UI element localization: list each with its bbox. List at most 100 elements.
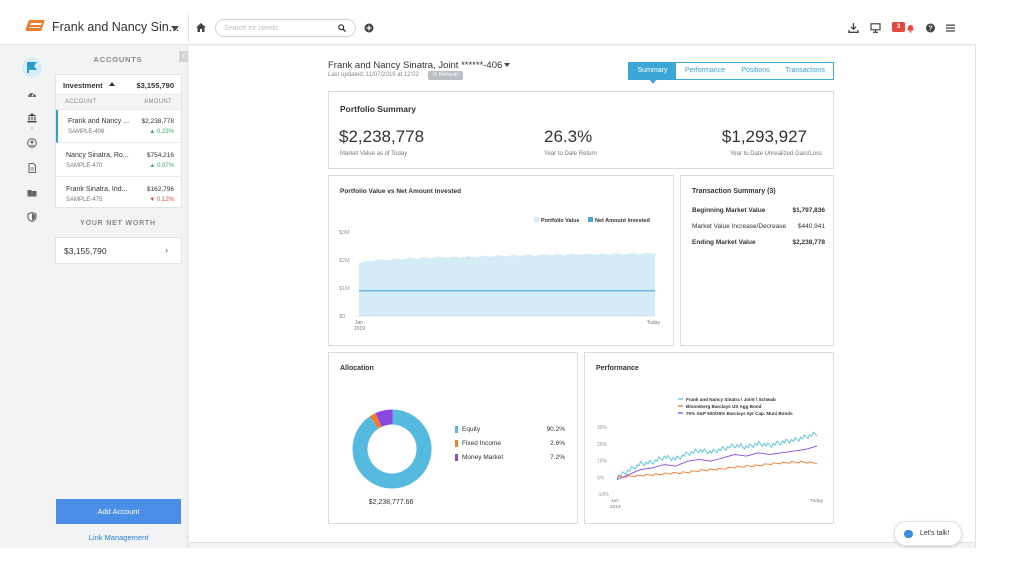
ts-value: $2,238,778 — [792, 239, 825, 246]
caret-down-icon[interactable] — [171, 26, 179, 31]
account-row[interactable]: Frank and Nancy ... SAMPLE-406 $2,238,77… — [56, 110, 181, 143]
shield-icon[interactable] — [27, 212, 37, 222]
ytd-return-label: Year to Date Return — [544, 151, 597, 157]
y-tick-label: 0% — [597, 475, 605, 481]
collapse-panel-button[interactable]: ‹ — [179, 51, 188, 62]
chevron-right-icon: › — [165, 245, 168, 255]
legend-swatch — [534, 217, 539, 222]
dashboard-icon[interactable] — [27, 89, 37, 99]
folder-icon[interactable] — [27, 188, 37, 198]
link-management-link[interactable]: Link Management — [88, 533, 149, 542]
account-name: Frank Sinatra, Ind... — [66, 186, 128, 193]
account-change: ▼ 0.12% — [149, 197, 174, 203]
ts-label: Market Value Increase/Decrease — [692, 223, 787, 230]
y-tick-label: 30% — [597, 425, 608, 431]
help-icon[interactable]: ? — [925, 23, 936, 33]
networth-card[interactable]: $3,155,790 › — [55, 237, 182, 264]
series-area-portfolio-value — [359, 252, 655, 316]
legend-label: Equity — [462, 426, 481, 433]
ts-label: Beginning Market Value — [692, 207, 766, 214]
portfolio-summary-title: Portfolio Summary — [340, 104, 417, 114]
performance-chart: -10% 0% 10% 20% 30% Frank and Nancy Sinatra \… — [597, 397, 824, 510]
caret-up-icon — [109, 82, 115, 86]
account-row[interactable]: Nancy Sinatra, Ro... SAMPLE-470 $754,216… — [56, 144, 181, 177]
chat-widget-button[interactable]: Let's talk! — [894, 521, 962, 546]
legend-pct: 2.6% — [550, 440, 565, 447]
tab-positions[interactable]: Positions — [741, 67, 770, 74]
account-title[interactable]: Frank and Nancy Sinatra, Joint ******-40… — [328, 60, 503, 71]
investment-group-toggle[interactable]: Investment $3,155,790 — [56, 75, 181, 94]
transaction-summary-title: Transaction Summary (3) — [692, 188, 776, 195]
client-search[interactable] — [215, 19, 356, 37]
client-selector[interactable]: Frank and Nancy Sin... — [52, 20, 180, 34]
download-icon[interactable] — [848, 23, 859, 33]
user-icon[interactable] — [27, 138, 37, 148]
monitor-icon[interactable] — [870, 23, 881, 33]
account-amount: $2,238,778 — [141, 118, 174, 125]
flag-icon[interactable] — [26, 61, 38, 73]
allocation-legend-item: Equity 90.2% — [455, 425, 565, 435]
x-tick-label: 2019 — [610, 504, 621, 510]
account-change: ▲ 0.23% — [149, 129, 174, 135]
investment-label: Investment — [63, 81, 103, 90]
y-tick-label: 10% — [597, 459, 608, 465]
search-icon[interactable] — [338, 24, 346, 32]
document-icon[interactable] — [27, 163, 37, 173]
ytd-return: 26.3% — [544, 127, 593, 146]
legend-label: Net Amount Invested — [595, 218, 650, 224]
legend-swatch — [588, 217, 593, 222]
y-tick-label: $1M — [339, 286, 350, 292]
y-tick-label: 20% — [597, 442, 608, 448]
legend-swatch — [455, 426, 458, 433]
tab-transactions[interactable]: Transactions — [785, 67, 825, 74]
x-tick-label: Today — [647, 320, 661, 326]
home-icon[interactable] — [196, 23, 206, 32]
app-logo[interactable] — [25, 20, 45, 31]
accounts-column-header: ACCOUNT AMOUNT — [56, 94, 181, 110]
ts-value: $440,941 — [797, 223, 825, 230]
nav-rail — [0, 46, 48, 548]
tab-summary[interactable]: Summary — [629, 63, 676, 84]
menu-icon[interactable] — [945, 23, 956, 33]
chat-bubble-icon — [904, 530, 913, 538]
account-number: SAMPLE-406 — [68, 129, 105, 135]
status-dot — [31, 127, 33, 129]
add-circle-icon[interactable] — [364, 23, 374, 33]
allocation-legend-item: Fixed Income 2.6% — [455, 439, 565, 449]
bank-icon[interactable] — [27, 113, 37, 123]
legend-label: Bloomberg Barclays US Agg Bond — [686, 404, 762, 409]
caret-down-icon[interactable] — [504, 63, 510, 67]
legend-pct: 90.2% — [546, 426, 565, 433]
donut-slice — [369, 413, 382, 429]
col-account: ACCOUNT — [65, 99, 97, 105]
legend-pct: 7.2% — [550, 454, 565, 461]
notification-badge[interactable]: 3 — [892, 22, 905, 32]
investment-total: $3,155,790 — [136, 81, 174, 90]
svg-text:?: ? — [928, 26, 932, 33]
series-line — [616, 431, 818, 480]
allocation-donut — [352, 409, 432, 489]
account-number: SAMPLE-470 — [66, 163, 103, 169]
tab-performance[interactable]: Performance — [684, 67, 726, 74]
view-tabs: Summary Performance Positions Transactio… — [628, 62, 834, 84]
ts-label: Ending Market Value — [692, 239, 756, 246]
networth-heading: YOUR NET WORTH — [80, 220, 156, 227]
y-tick-label: -10% — [597, 492, 609, 498]
divider — [188, 14, 189, 42]
add-account-button[interactable]: Add Account — [56, 499, 181, 524]
top-bar: Frank and Nancy Sin... 3 ? — [0, 0, 976, 45]
refresh-button[interactable]: ⟳ Refresh — [428, 71, 463, 80]
main-footer-strip — [189, 542, 975, 548]
col-amount: AMOUNT — [144, 99, 172, 105]
account-amount: $162,796 — [146, 186, 174, 193]
search-input[interactable] — [224, 23, 334, 34]
legend-swatch — [455, 440, 458, 447]
ts-value: $1,797,836 — [792, 207, 825, 214]
legend-label: 75% S&P 500/25% Barclays 5yr Cap. Muni B… — [686, 411, 793, 416]
networth-value: $3,155,790 — [64, 246, 107, 256]
account-row[interactable]: Frank Sinatra, Ind... SAMPLE-475 $162,79… — [56, 178, 181, 211]
bell-icon[interactable] — [905, 23, 916, 33]
donut-slice — [352, 409, 432, 489]
chat-label: Let's talk! — [920, 530, 950, 537]
